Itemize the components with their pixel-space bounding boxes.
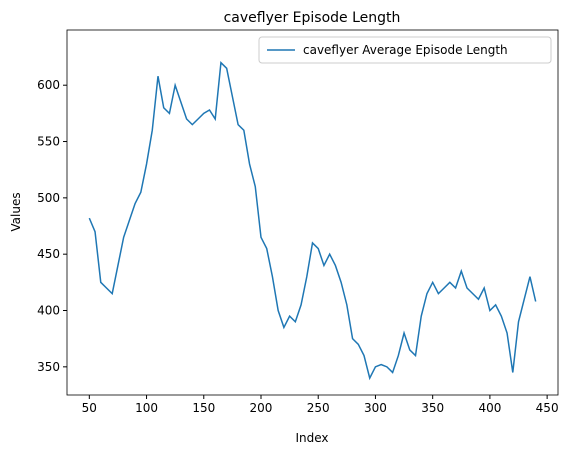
legend-box (258, 36, 552, 64)
x-tick-label: 100 (135, 401, 158, 415)
data-line (88, 61, 537, 381)
x-tick-label: 450 (536, 401, 559, 415)
y-tick-label: 350 (37, 360, 60, 374)
x-tick-label: 350 (421, 401, 444, 415)
y-tick-label: 600 (37, 78, 60, 92)
chart-title: caveflyer Episode Length (224, 10, 401, 26)
y-tick-label: 550 (37, 135, 60, 149)
x-tick-label: 400 (478, 401, 501, 415)
y-tick-label: 450 (37, 247, 60, 261)
y-tick-label: 500 (37, 191, 60, 205)
y-axis-label: Values (9, 192, 23, 231)
x-tick-label: 250 (307, 401, 330, 415)
x-tick-label: 50 (82, 401, 97, 415)
x-axis-label: Index (295, 431, 328, 445)
legend-label: caveflyer Average Episode Length (303, 43, 508, 57)
x-tick-label: 200 (250, 401, 273, 415)
plot-frame (66, 29, 559, 396)
x-tick-label: 150 (192, 401, 215, 415)
x-tick-label: 300 (364, 401, 387, 415)
y-tick-label: 400 (37, 304, 60, 318)
